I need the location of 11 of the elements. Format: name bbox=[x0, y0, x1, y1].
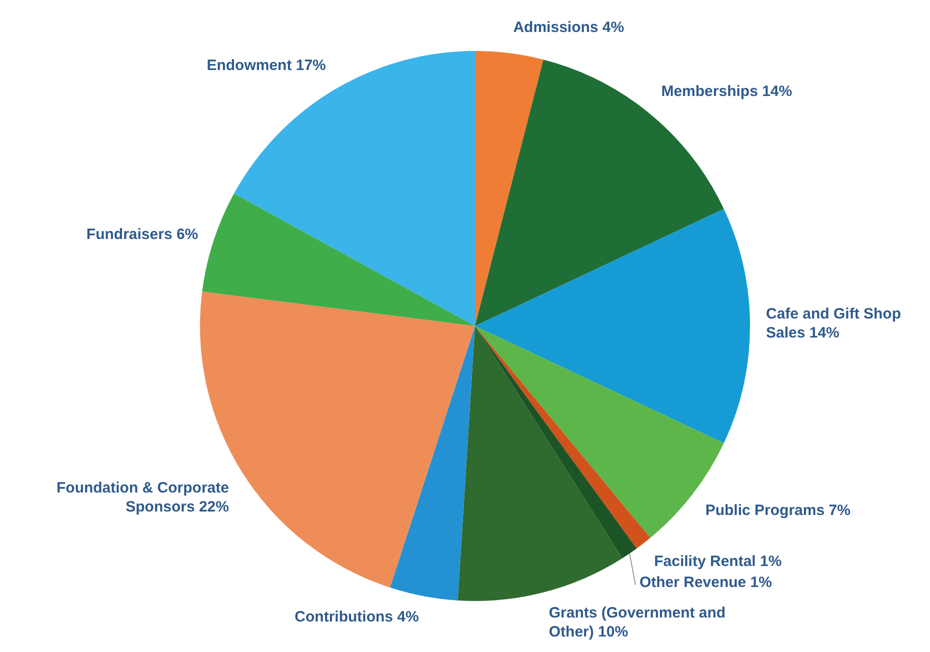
slice-label: Contributions 4% bbox=[294, 608, 419, 626]
slice-label: Admissions 4% bbox=[513, 18, 624, 36]
slice-label: Cafe and Gift Shop Sales 14% bbox=[766, 306, 901, 342]
slice-label: Grants (Government and Other) 10% bbox=[548, 604, 726, 641]
slice-label: Foundation & Corporate Sponsors 22% bbox=[56, 479, 229, 516]
slice-label: Fundraisers 6% bbox=[86, 226, 198, 243]
slice-label: Endowment 17% bbox=[206, 56, 326, 74]
slice-label: Public Programs 7% bbox=[705, 502, 850, 519]
slice-label: Other Revenue 1% bbox=[639, 574, 772, 591]
slice-label: Memberships 14% bbox=[661, 82, 792, 100]
slice-label: Facility Rental 1% bbox=[654, 552, 782, 570]
